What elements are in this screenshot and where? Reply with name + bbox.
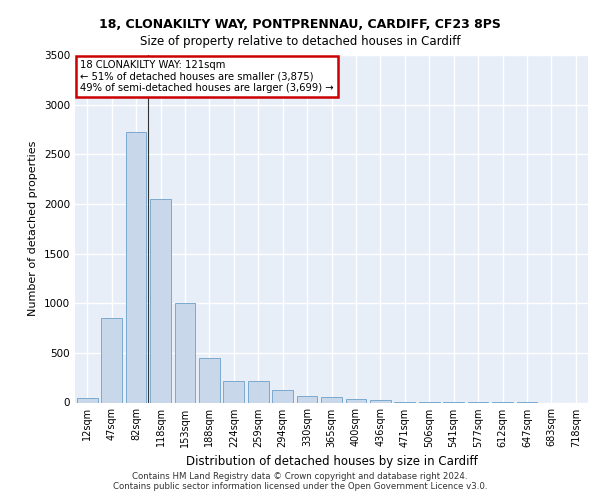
Text: 18, CLONAKILTY WAY, PONTPRENNAU, CARDIFF, CF23 8PS: 18, CLONAKILTY WAY, PONTPRENNAU, CARDIFF… <box>99 18 501 30</box>
Bar <box>175 303 196 402</box>
Bar <box>321 397 342 402</box>
Bar <box>223 380 244 402</box>
Bar <box>370 400 391 402</box>
Y-axis label: Number of detached properties: Number of detached properties <box>28 141 38 316</box>
Text: Contains HM Land Registry data © Crown copyright and database right 2024.: Contains HM Land Registry data © Crown c… <box>132 472 468 481</box>
Text: Contains public sector information licensed under the Open Government Licence v3: Contains public sector information licen… <box>113 482 487 491</box>
Bar <box>346 399 367 402</box>
Bar <box>199 358 220 403</box>
Bar <box>248 380 269 402</box>
Bar <box>272 390 293 402</box>
Text: Size of property relative to detached houses in Cardiff: Size of property relative to detached ho… <box>140 35 460 48</box>
Bar <box>150 199 171 402</box>
Text: 18 CLONAKILTY WAY: 121sqm
← 51% of detached houses are smaller (3,875)
49% of se: 18 CLONAKILTY WAY: 121sqm ← 51% of detac… <box>80 60 334 94</box>
Bar <box>125 132 146 402</box>
X-axis label: Distribution of detached houses by size in Cardiff: Distribution of detached houses by size … <box>185 455 478 468</box>
Bar <box>101 318 122 402</box>
Bar <box>296 396 317 402</box>
Bar <box>77 398 98 402</box>
